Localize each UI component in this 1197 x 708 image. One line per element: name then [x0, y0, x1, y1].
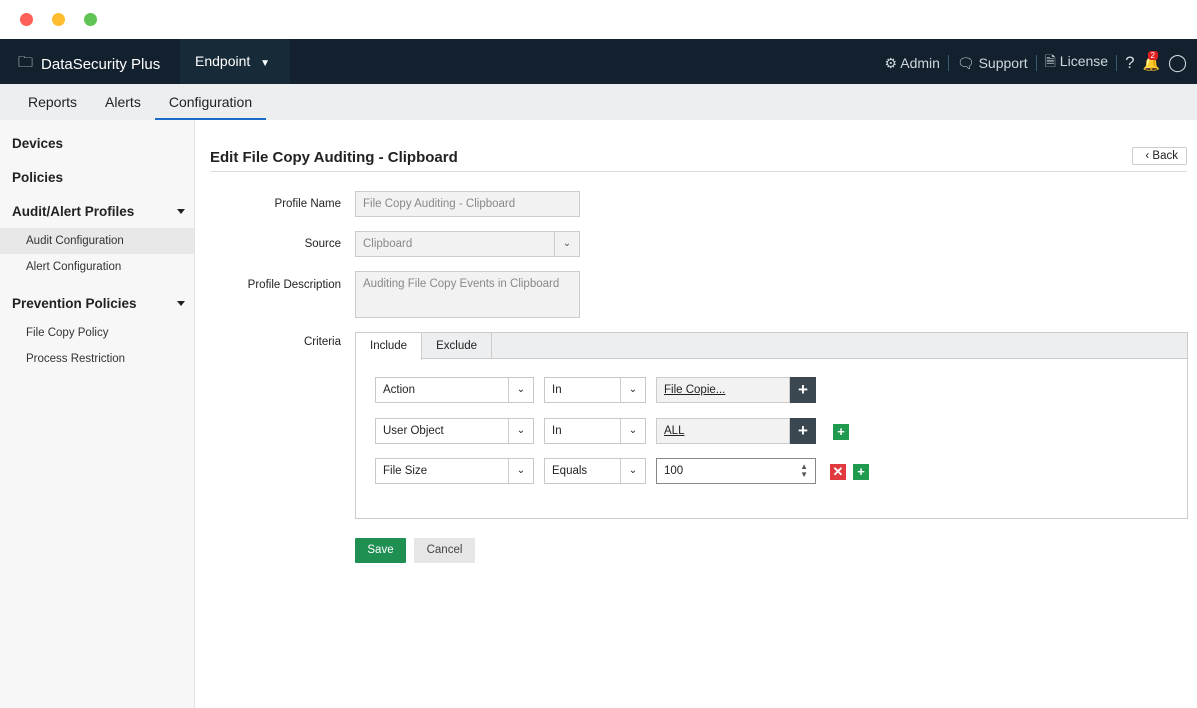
add-value-button[interactable]: +: [790, 418, 816, 444]
notification-badge: 2: [1147, 50, 1158, 60]
product-selector[interactable]: Endpoint ▼: [180, 39, 290, 84]
remove-row-button[interactable]: ✕: [830, 464, 846, 480]
tab-exclude[interactable]: Exclude: [422, 333, 493, 358]
admin-label: Admin: [900, 54, 940, 71]
criteria-label: Criteria: [303, 336, 341, 348]
chevron-down-icon: ⌄: [508, 378, 533, 402]
license-label: License: [1059, 53, 1109, 69]
back-label: Back: [1152, 150, 1178, 162]
chevron-down-icon: ⌄: [620, 378, 645, 402]
sidebar-item-audit-profiles[interactable]: Audit/Alert Profiles: [0, 188, 194, 222]
minimize-window-button[interactable]: [52, 13, 65, 26]
source-label: Source: [304, 238, 341, 250]
spinner-icon[interactable]: ▲ ▼: [800, 462, 808, 479]
field-value: User Object: [383, 425, 444, 437]
field-select[interactable]: User Object ⌄: [375, 418, 534, 444]
add-row-button[interactable]: +: [833, 424, 849, 440]
field-value: Action: [383, 384, 415, 396]
sidebar: Devices Policies Audit/Alert Profiles Au…: [0, 120, 195, 708]
section-label: Prevention Policies: [12, 296, 137, 311]
chevron-down-icon: ⌄: [508, 419, 533, 443]
tab-configuration[interactable]: Configuration: [154, 84, 267, 120]
support-label: Support: [978, 54, 1028, 71]
description-textarea[interactable]: Auditing File Copy Events in Clipboard: [355, 271, 580, 318]
chevron-left-icon: ‹: [1145, 150, 1150, 162]
sidebar-item-policies[interactable]: Policies: [12, 170, 64, 185]
brand-name: DataSecurity Plus: [41, 56, 161, 73]
value-text: 100: [664, 465, 684, 477]
help-icon[interactable]: ?: [1125, 53, 1135, 72]
divider: [1116, 55, 1118, 71]
chevron-down-icon: ⌄: [620, 419, 645, 443]
chevron-down-icon: ⌄: [508, 459, 533, 483]
chat-icon: 🗨: [956, 54, 975, 71]
sidebar-item-audit-configuration[interactable]: Audit Configuration: [0, 228, 194, 254]
maximize-window-button[interactable]: [84, 13, 97, 26]
profile-name-label: Profile Name: [274, 198, 341, 210]
divider: [1035, 55, 1037, 71]
criteria-panel: Include Exclude: [355, 332, 1188, 519]
gear-icon: ⚙: [884, 54, 898, 71]
profile-name-input[interactable]: File Copy Auditing - Clipboard: [355, 191, 580, 217]
operator-value: In: [552, 384, 562, 396]
license-icon: 🗎: [1044, 53, 1056, 69]
operator-value: In: [552, 425, 562, 437]
main-nav: Reports Alerts Configuration: [0, 84, 1197, 120]
user-avatar-icon[interactable]: ◯: [1167, 53, 1187, 72]
close-window-button[interactable]: [20, 13, 33, 26]
sidebar-item-alert-configuration[interactable]: Alert Configuration: [26, 261, 122, 273]
save-button[interactable]: Save: [355, 538, 406, 563]
operator-value: Equals: [552, 465, 588, 477]
sidebar-item-process-restriction[interactable]: Process Restriction: [26, 353, 126, 365]
admin-link[interactable]: ⚙ Admin: [885, 55, 940, 72]
divider: [210, 171, 1187, 172]
sidebar-item-prevention-policies[interactable]: Prevention Policies: [0, 280, 194, 314]
value-link[interactable]: ALL: [656, 418, 790, 444]
field-value: File Size: [383, 465, 428, 477]
operator-select[interactable]: In ⌄: [544, 377, 646, 403]
back-button[interactable]: ‹ Back: [1132, 147, 1187, 165]
notification-bell-icon[interactable]: 🔔 2: [1142, 50, 1160, 71]
source-select[interactable]: Clipboard ⌄: [355, 231, 580, 257]
operator-select[interactable]: Equals ⌄: [544, 458, 646, 484]
add-value-button[interactable]: +: [790, 377, 816, 403]
criteria-tabs: Include Exclude: [356, 333, 1187, 360]
description-label: Profile Description: [247, 279, 341, 291]
tab-reports[interactable]: Reports: [28, 94, 78, 110]
window-chrome: [0, 0, 1197, 39]
add-row-button[interactable]: +: [853, 464, 869, 480]
brand-logo[interactable]: 🗀 DataSecurity Plus: [18, 52, 160, 77]
folder-lock-icon: 🗀: [18, 54, 34, 71]
product-name: Endpoint: [195, 53, 251, 69]
sidebar-item-devices[interactable]: Devices: [12, 136, 64, 151]
field-select[interactable]: File Size ⌄: [375, 458, 534, 484]
tab-include[interactable]: Include: [356, 333, 423, 360]
value-link[interactable]: File Copie...: [656, 377, 790, 403]
source-value: Clipboard: [363, 238, 413, 250]
chevron-down-icon: ⌄: [554, 232, 579, 256]
caret-down-icon: [177, 301, 185, 310]
top-bar: 🗀 DataSecurity Plus Endpoint ▼ ⚙ Admin 🗨 …: [0, 39, 1197, 84]
field-select[interactable]: Action ⌄: [375, 377, 534, 403]
sidebar-item-file-copy-policy[interactable]: File Copy Policy: [26, 327, 109, 339]
caret-down-icon: ▼: [260, 58, 271, 69]
support-link[interactable]: 🗨 Support: [957, 55, 1028, 72]
caret-down-icon: [177, 209, 185, 218]
tab-alerts[interactable]: Alerts: [105, 94, 141, 110]
cancel-button[interactable]: Cancel: [414, 538, 475, 563]
divider: [947, 55, 949, 71]
section-label: Audit/Alert Profiles: [12, 204, 135, 219]
page-title: Edit File Copy Auditing - Clipboard: [210, 149, 458, 166]
operator-select[interactable]: In ⌄: [544, 418, 646, 444]
value-number-input[interactable]: 100 ▲ ▼: [656, 458, 816, 484]
license-link[interactable]: 🗎 License: [1045, 51, 1108, 75]
chevron-down-icon: ⌄: [620, 459, 645, 483]
